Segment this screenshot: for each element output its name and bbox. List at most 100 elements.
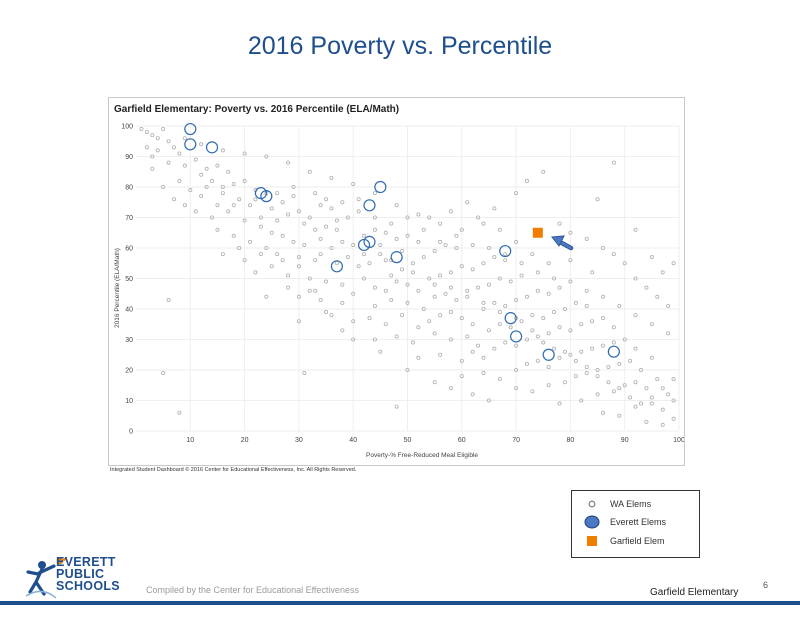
blue-circle-icon (582, 515, 602, 529)
wa-elem-point (318, 203, 323, 208)
wa-elem-point (253, 270, 258, 275)
wa-elem-point (562, 349, 567, 354)
wa-elem-point (400, 313, 405, 318)
y-tick-label: 50 (125, 276, 133, 283)
wa-elem-point (199, 142, 204, 147)
wa-elem-point (617, 386, 622, 391)
wa-elem-point (465, 334, 470, 339)
wa-elem-point (177, 151, 182, 156)
everett-elem-point (499, 244, 512, 258)
wa-elem-point (590, 270, 595, 275)
wa-elem-point (514, 191, 519, 196)
wa-elem-point (611, 340, 616, 345)
wa-elem-point (340, 200, 345, 205)
wa-elem-point (313, 288, 318, 293)
wa-elem-point (617, 361, 622, 366)
wa-elem-point (258, 252, 263, 257)
wa-elem-point (215, 163, 220, 168)
wa-elem-point (438, 239, 443, 244)
wa-elem-point (302, 221, 307, 226)
wa-elem-point (671, 398, 676, 403)
wa-elem-point (313, 227, 318, 232)
wa-elem-point (182, 136, 187, 141)
wa-elem-point (302, 242, 307, 247)
wa-elem-point (351, 319, 356, 324)
wa-elem-point (286, 212, 291, 217)
wa-elem-point (356, 264, 361, 269)
wa-elem-point (562, 380, 567, 385)
wa-elem-point (584, 371, 589, 376)
wa-elem-point (389, 297, 394, 302)
wa-elem-point (638, 401, 643, 406)
wa-elem-point (416, 212, 421, 217)
wa-elem-point (226, 169, 231, 174)
wa-elem-point (421, 306, 426, 311)
chart-panel: Garfield Elementary: Poverty vs. 2016 Pe… (108, 97, 685, 466)
wa-elem-point (345, 255, 350, 260)
school-name-footer: Garfield Elementary (650, 587, 739, 598)
wa-elem-point (248, 203, 253, 208)
wa-elem-point (432, 331, 437, 336)
wa-elem-point (307, 288, 312, 293)
wa-elem-point (503, 252, 508, 257)
wa-elem-point (416, 288, 421, 293)
wa-elem-point (600, 343, 605, 348)
wa-elem-point (541, 340, 546, 345)
wa-elem-point (595, 367, 600, 372)
wa-elem-point (280, 258, 285, 263)
wa-elem-point (351, 337, 356, 342)
wa-elem-point (530, 313, 535, 318)
wa-elem-point (351, 242, 356, 247)
wa-elem-point (161, 127, 166, 132)
wa-elem-point (188, 188, 193, 193)
wa-elem-point (519, 261, 524, 266)
wa-elem-point (600, 245, 605, 250)
wa-elem-point (394, 334, 399, 339)
wa-elem-point (655, 294, 660, 299)
wa-elem-point (459, 227, 464, 232)
wa-elem-point (465, 288, 470, 293)
everett-elem-point (184, 138, 197, 151)
wa-elem-point (237, 245, 242, 250)
wa-elem-point (177, 410, 182, 415)
wa-elem-point (394, 279, 399, 284)
wa-elem-point (275, 218, 280, 223)
wa-elem-point (492, 300, 497, 305)
wa-elem-point (313, 191, 318, 196)
orange-square-icon (582, 535, 602, 547)
wa-elem-point (242, 258, 247, 263)
wa-elem-point (476, 285, 481, 290)
wa-elem-point (649, 355, 654, 360)
y-tick-label: 40 (125, 307, 133, 314)
wa-elem-point (644, 419, 649, 424)
wa-elem-point (372, 215, 377, 220)
wa-elem-point (497, 227, 502, 232)
logo-line: EVERETT (56, 555, 116, 569)
wa-elem-point (215, 203, 220, 208)
wa-elem-point (448, 285, 453, 290)
wa-elem-point (633, 380, 638, 385)
wa-elem-point (161, 371, 166, 376)
wa-elem-point (210, 215, 215, 220)
wa-elem-point (546, 383, 551, 388)
wa-elem-point (671, 377, 676, 382)
wa-elem-point (421, 227, 426, 232)
wa-elem-point (242, 178, 247, 183)
logo-wordmark: EVERETT PUBLIC SCHOOLS (56, 555, 120, 593)
wa-elem-point (448, 209, 453, 214)
wa-elem-point (329, 313, 334, 318)
everett-elem-point (363, 199, 376, 212)
wa-elem-point (324, 224, 329, 229)
everett-logo-icon (25, 557, 66, 599)
wa-elem-point (497, 310, 502, 315)
wa-elem-point (182, 203, 187, 208)
wa-elem-point (481, 371, 486, 376)
wa-elem-point (671, 416, 676, 421)
y-tick-label: 10 (125, 398, 133, 405)
wa-elem-point (405, 282, 410, 287)
wa-elem-point (199, 172, 204, 177)
wa-elem-point (633, 346, 638, 351)
wa-elem-point (448, 337, 453, 342)
legend-item-everett: Everett Elems (582, 515, 666, 529)
wa-elem-point (666, 303, 671, 308)
